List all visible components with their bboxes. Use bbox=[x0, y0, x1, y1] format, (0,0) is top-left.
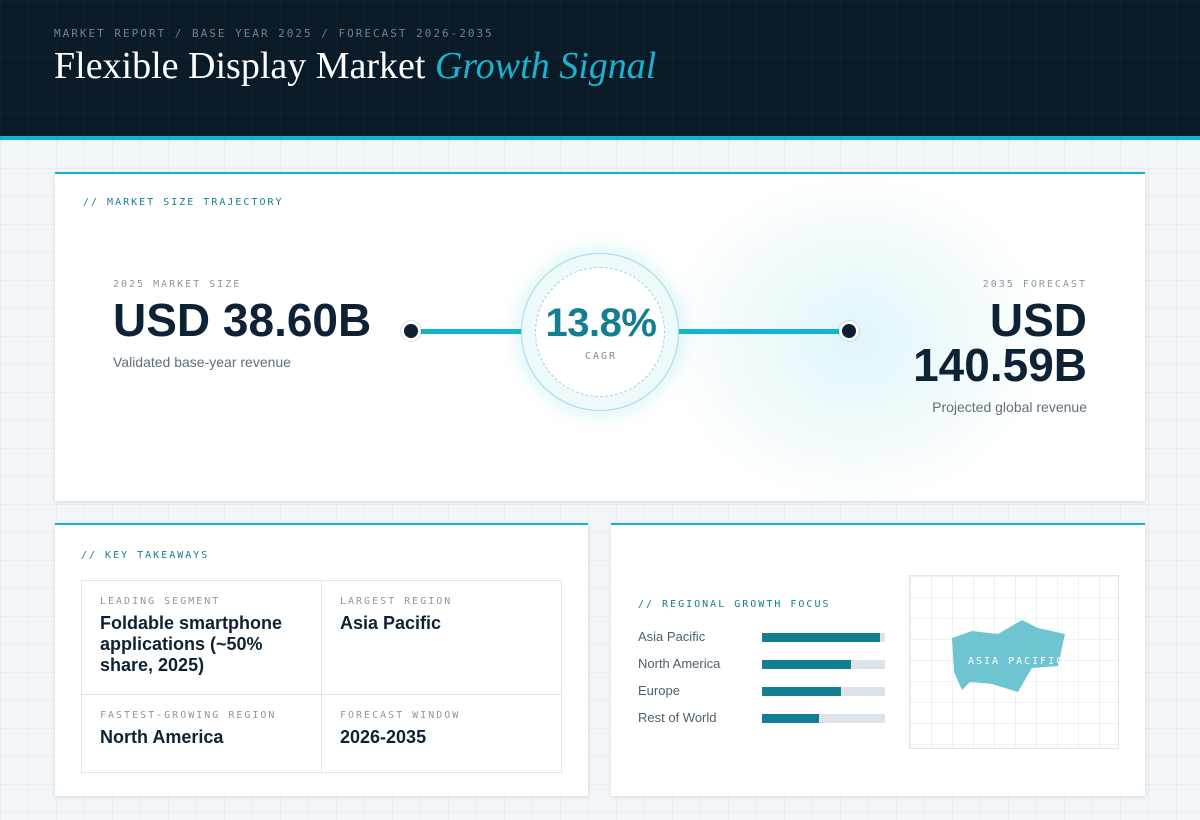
forecast-value-line1: USD bbox=[989, 294, 1087, 346]
region-bar-row: Rest of World bbox=[638, 710, 888, 726]
region-bar-row: Asia Pacific bbox=[638, 629, 888, 645]
title-accent: Growth Signal bbox=[434, 45, 657, 87]
market-size-card-label: // MARKET SIZE TRAJECTORY bbox=[83, 197, 284, 208]
regional-growth-card: // REGIONAL GROWTH FOCUS Asia Pacific No… bbox=[611, 523, 1145, 796]
page-title: Flexible Display Market Growth Signal bbox=[54, 44, 656, 88]
end-dot bbox=[839, 321, 859, 341]
map-region-label: ASIA PACIFIC bbox=[968, 656, 1065, 667]
takeaway-value: North America bbox=[100, 727, 224, 747]
base-year-label: 2025 MARKET SIZE bbox=[113, 279, 242, 290]
region-bar-track bbox=[762, 660, 885, 669]
cagr-inner-ring: 13.8% CAGR bbox=[535, 267, 665, 397]
cagr-label: CAGR bbox=[584, 351, 618, 362]
region-name: North America bbox=[638, 656, 721, 671]
forecast-label: 2035 FORECAST bbox=[982, 279, 1087, 290]
cagr-value: 13.8% bbox=[545, 301, 657, 345]
forecast-value-line2: 140.59B bbox=[913, 339, 1087, 391]
region-bar-fill bbox=[762, 714, 819, 723]
takeaways-grid: LEADING SEGMENT Foldable smartphone appl… bbox=[81, 580, 562, 773]
base-year-sub: Validated base-year revenue bbox=[113, 354, 291, 370]
takeaway-largest-region: LARGEST REGION Asia Pacific bbox=[340, 596, 550, 634]
takeaway-label: LARGEST REGION bbox=[340, 596, 453, 607]
takeaway-value: Asia Pacific bbox=[340, 613, 442, 633]
region-bar-row: North America bbox=[638, 656, 888, 672]
grid-divider-horizontal bbox=[82, 694, 561, 695]
takeaway-value: Foldable smartphone applications (~50% s… bbox=[100, 613, 283, 675]
forecast-value: USD 140.59B bbox=[913, 294, 1087, 391]
takeaway-fastest-region: FASTEST-GROWING REGION North America bbox=[100, 710, 310, 748]
start-dot bbox=[401, 321, 421, 341]
takeaway-label: LEADING SEGMENT bbox=[100, 596, 221, 607]
region-name: Rest of World bbox=[638, 710, 717, 725]
key-takeaways-label: // KEY TAKEAWAYS bbox=[81, 550, 210, 561]
asia-pacific-map-icon bbox=[952, 620, 1065, 692]
region-bar-row: Europe bbox=[638, 683, 888, 699]
region-bar-fill bbox=[762, 633, 881, 642]
region-bar-track bbox=[762, 687, 885, 696]
cagr-ring: 13.8% CAGR bbox=[521, 253, 679, 411]
region-map: ASIA PACIFIC bbox=[909, 575, 1119, 749]
report-header: MARKET REPORT / BASE YEAR 2025 / FORECAS… bbox=[0, 0, 1200, 140]
region-bar-fill bbox=[762, 660, 851, 669]
takeaway-leading-segment: LEADING SEGMENT Foldable smartphone appl… bbox=[100, 596, 310, 676]
region-bar-track bbox=[762, 633, 885, 642]
key-takeaways-card: // KEY TAKEAWAYS LEADING SEGMENT Foldabl… bbox=[55, 523, 588, 796]
takeaway-value: 2026-2035 bbox=[340, 727, 427, 747]
region-bar-fill bbox=[762, 687, 841, 696]
takeaway-label: FORECAST WINDOW bbox=[340, 710, 461, 721]
regional-growth-label: // REGIONAL GROWTH FOCUS bbox=[638, 599, 831, 610]
base-year-value: USD 38.60B bbox=[113, 294, 372, 346]
forecast-sub: Projected global revenue bbox=[932, 399, 1087, 415]
region-name: Europe bbox=[638, 683, 680, 698]
asia-pacific-shape bbox=[952, 620, 1065, 692]
report-eyebrow: MARKET REPORT / BASE YEAR 2025 / FORECAS… bbox=[54, 27, 494, 40]
title-main: Flexible Display Market bbox=[54, 45, 426, 87]
region-bar-track bbox=[762, 714, 885, 723]
takeaway-forecast-window: FORECAST WINDOW 2026-2035 bbox=[340, 710, 550, 748]
region-name: Asia Pacific bbox=[638, 629, 706, 644]
market-size-card: // MARKET SIZE TRAJECTORY 2025 MARKET SI… bbox=[55, 172, 1145, 501]
takeaway-label: FASTEST-GROWING REGION bbox=[100, 710, 277, 721]
grid-divider-vertical bbox=[321, 581, 322, 772]
